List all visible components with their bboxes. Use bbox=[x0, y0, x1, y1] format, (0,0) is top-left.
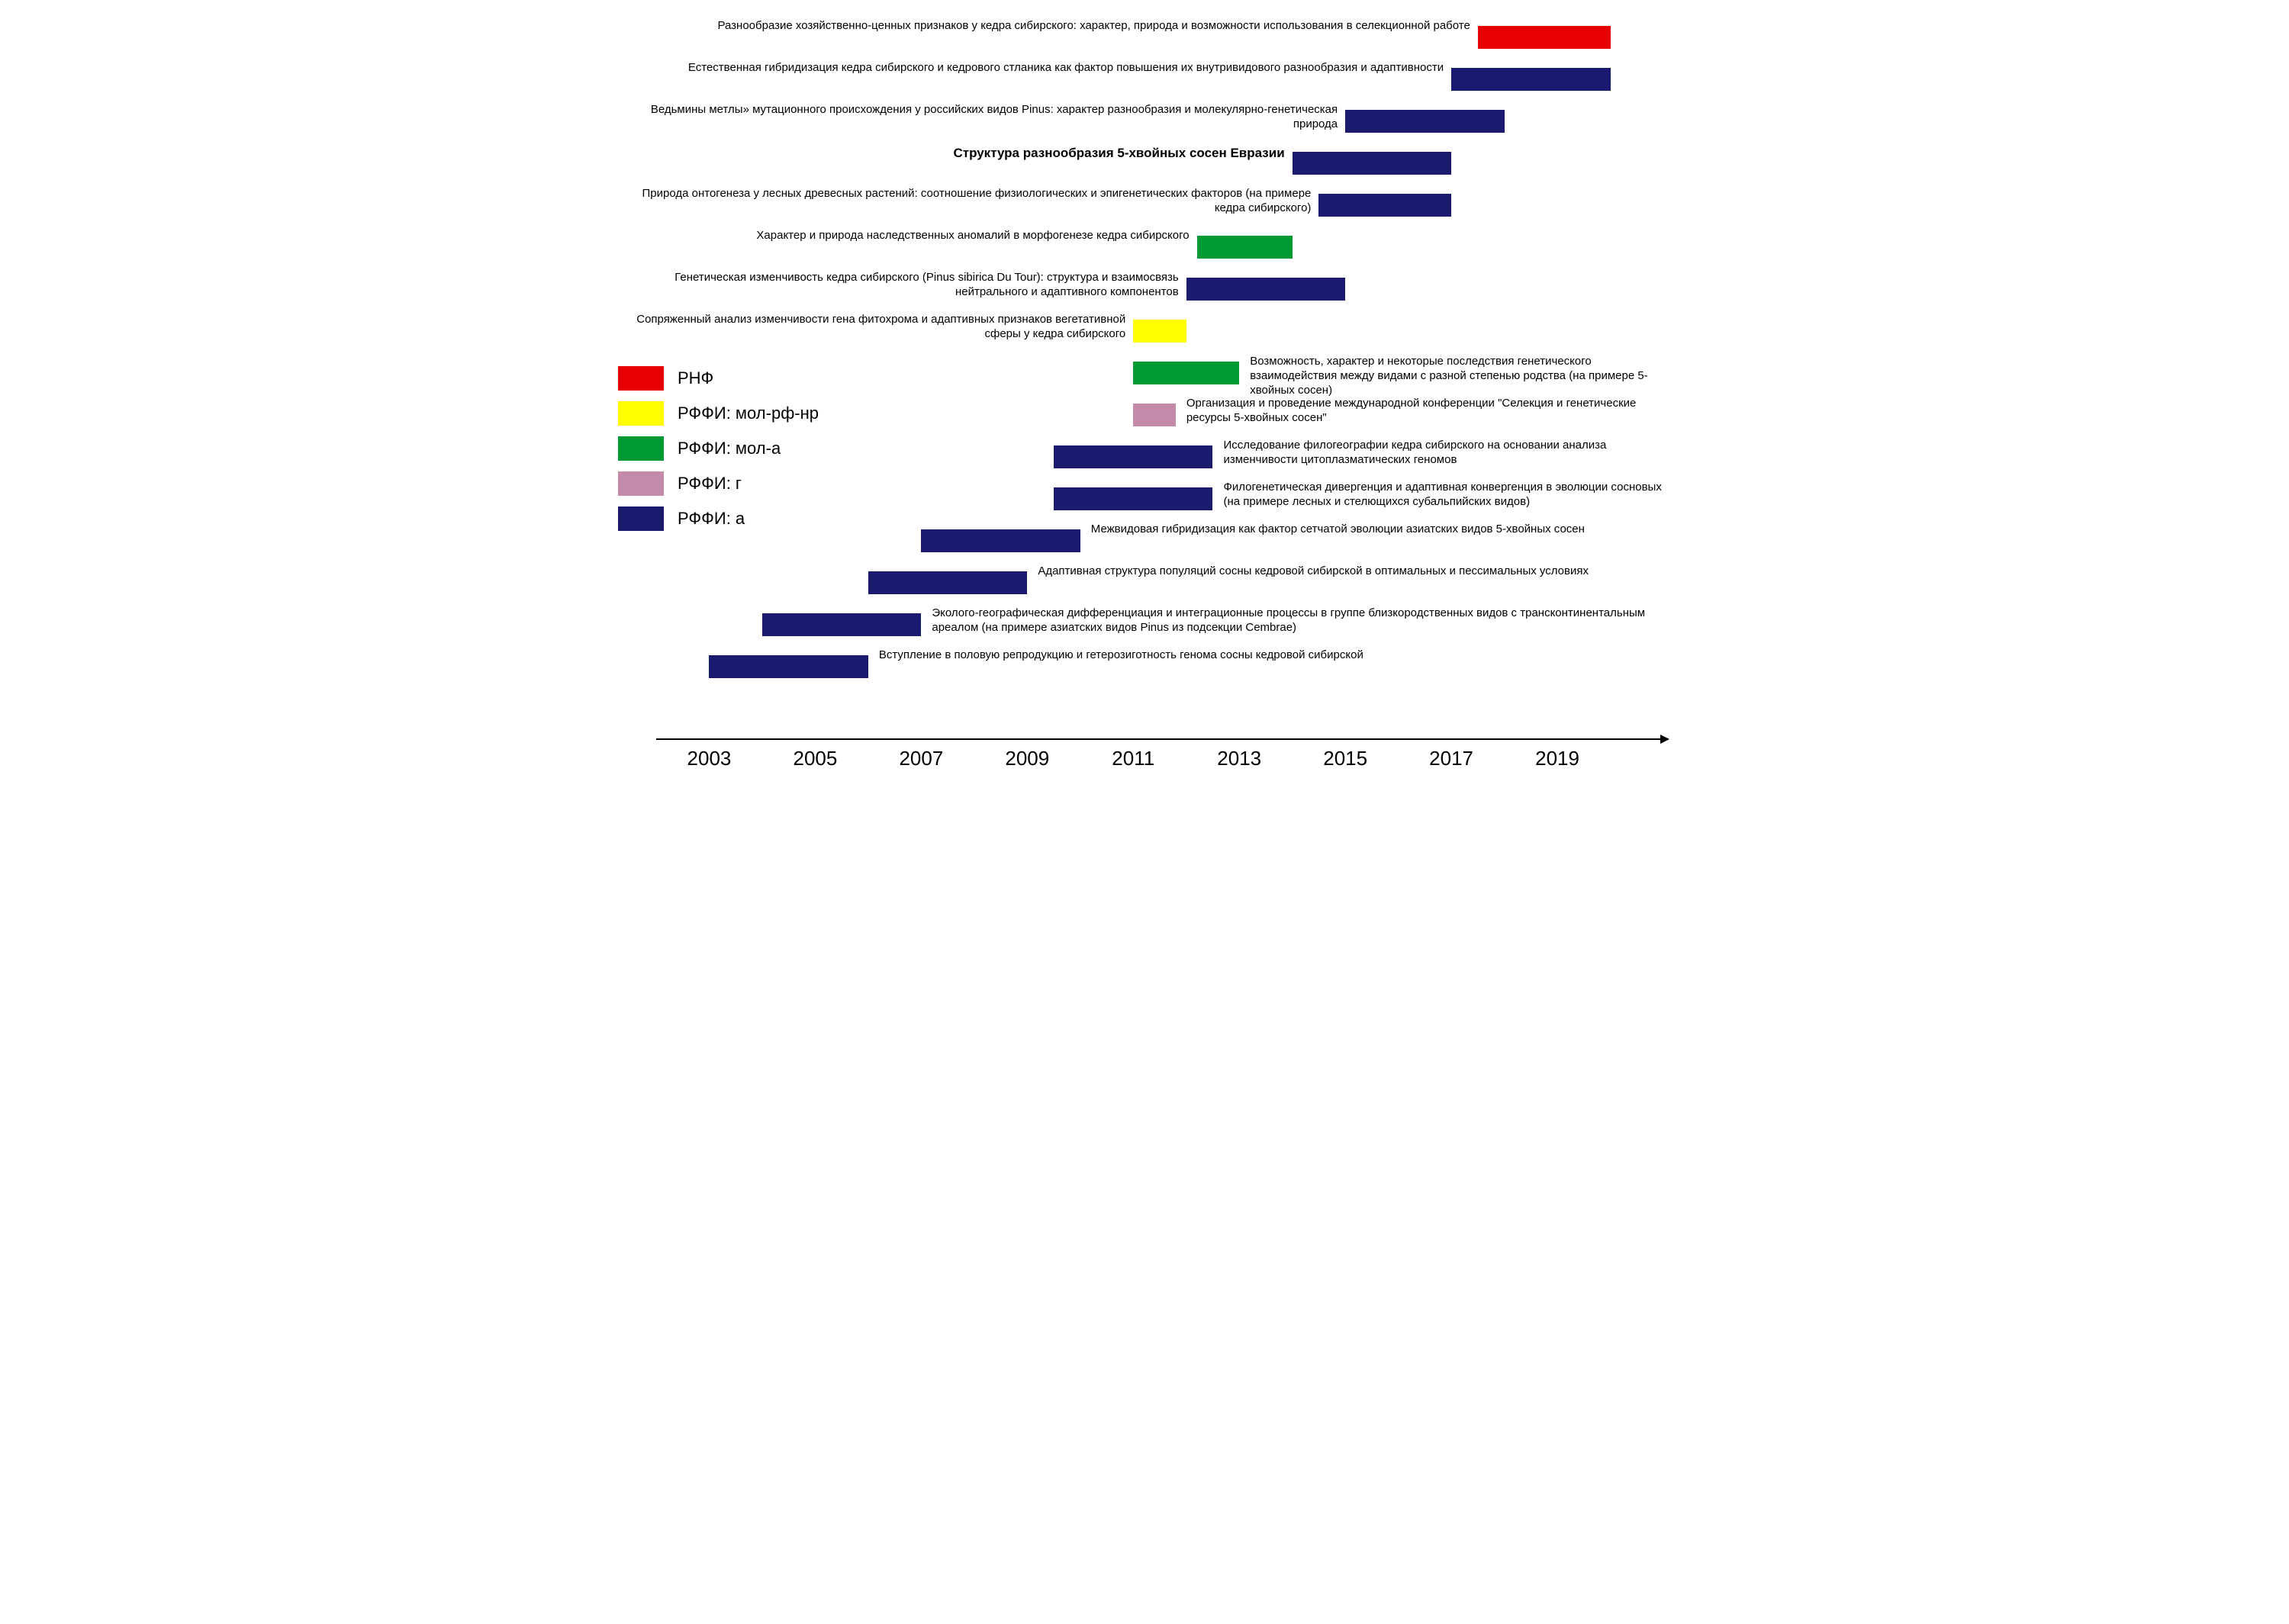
timeline-bar-label: Исследование филогеографии кедра сибирск… bbox=[1223, 439, 1679, 468]
timeline-bar-label: Вступление в половую репродукцию и гетер… bbox=[879, 648, 1679, 663]
timeline-bar bbox=[709, 655, 868, 678]
timeline-bar-label: Организация и проведение международной к… bbox=[1186, 397, 1679, 426]
timeline-row: Сопряженный анализ изменчивости гена фит… bbox=[610, 313, 1679, 349]
timeline-row: Характер и природа наследственных аномал… bbox=[610, 229, 1679, 265]
axis-tick-label: 2015 bbox=[1323, 747, 1367, 770]
timeline-bar-label: Эколого-географическая дифференциация и … bbox=[932, 606, 1679, 635]
timeline-bar bbox=[1133, 404, 1176, 426]
legend-label: РФФИ: мол-а bbox=[678, 439, 781, 458]
axis-tick-label: 2003 bbox=[687, 747, 732, 770]
legend-swatch bbox=[618, 436, 664, 461]
legend-label: РФФИ: г bbox=[678, 474, 742, 494]
axis-tick-label: 2019 bbox=[1535, 747, 1579, 770]
timeline-bar bbox=[1186, 278, 1345, 301]
timeline-bar bbox=[1054, 445, 1212, 468]
axis-tick-label: 2005 bbox=[793, 747, 837, 770]
x-axis-ticks: 2003 2005 2007 2009 2011 2013 2015 2017 2019 bbox=[610, 740, 1679, 770]
timeline-bar-label: Естественная гибридизация кедра сибирско… bbox=[610, 61, 1444, 76]
timeline-bar bbox=[1293, 152, 1451, 175]
axis-tick-label: 2013 bbox=[1217, 747, 1261, 770]
timeline-bar-label: Природа онтогенеза у лесных древесных ра… bbox=[610, 187, 1311, 216]
legend-item: РНФ bbox=[618, 366, 832, 391]
legend-item: РФФИ: г bbox=[618, 471, 832, 496]
timeline-row: Ведьмины метлы» мутационного происхожден… bbox=[610, 103, 1679, 140]
timeline-bar bbox=[1318, 194, 1451, 217]
timeline-bar bbox=[1345, 110, 1504, 133]
legend-swatch bbox=[618, 366, 664, 391]
axis-tick-label: 2009 bbox=[1005, 747, 1049, 770]
timeline-bar bbox=[1133, 362, 1239, 384]
axis-tick-label: 2007 bbox=[899, 747, 943, 770]
timeline-row: Адаптивная структура популяций сосны кед… bbox=[610, 564, 1679, 601]
timeline-row: Эколого-географическая дифференциация и … bbox=[610, 606, 1679, 643]
legend-item: РФФИ: а bbox=[618, 506, 832, 531]
legend-item: РФФИ: мол-а bbox=[618, 436, 832, 461]
timeline-row: Естественная гибридизация кедра сибирско… bbox=[610, 61, 1679, 98]
timeline-chart: Разнообразие хозяйственно-ценных признак… bbox=[610, 15, 1679, 770]
legend-swatch bbox=[618, 401, 664, 426]
timeline-row: Генетическая изменчивость кедра сибирско… bbox=[610, 271, 1679, 307]
legend-swatch bbox=[618, 506, 664, 531]
timeline-bar-label: Генетическая изменчивость кедра сибирско… bbox=[610, 271, 1179, 300]
timeline-bar-label: Структура разнообразия 5-хвойных сосен Е… bbox=[610, 145, 1285, 161]
timeline-bar-label: Филогенетическая дивергенция и адаптивна… bbox=[1223, 481, 1679, 510]
legend-label: РНФ bbox=[678, 368, 713, 388]
axis-tick-label: 2011 bbox=[1112, 747, 1154, 770]
legend-label: РФФИ: а bbox=[678, 509, 745, 529]
timeline-bar-label: Адаптивная структура популяций сосны кед… bbox=[1038, 564, 1679, 579]
timeline-bar-label: Возможность, характер и некоторые послед… bbox=[1250, 355, 1679, 397]
timeline-row: Разнообразие хозяйственно-ценных признак… bbox=[610, 19, 1679, 56]
timeline-row: Структура разнообразия 5-хвойных сосен Е… bbox=[610, 145, 1679, 182]
timeline-bar-label: Межвидовая гибридизация как фактор сетча… bbox=[1091, 523, 1679, 537]
legend-item: РФФИ: мол-рф-нр bbox=[618, 401, 832, 426]
timeline-row: Природа онтогенеза у лесных древесных ра… bbox=[610, 187, 1679, 224]
timeline-bar-label: Характер и природа наследственных аномал… bbox=[610, 229, 1190, 243]
timeline-bar bbox=[1451, 68, 1610, 91]
timeline-bar bbox=[1478, 26, 1611, 49]
timeline-bar-label: Разнообразие хозяйственно-ценных признак… bbox=[610, 19, 1470, 34]
timeline-bar-label: Ведьмины метлы» мутационного происхожден… bbox=[610, 103, 1338, 132]
timeline-bar bbox=[1197, 236, 1293, 259]
timeline-bar bbox=[1133, 320, 1186, 342]
timeline-bar bbox=[1054, 487, 1212, 510]
axis-tick-label: 2017 bbox=[1429, 747, 1473, 770]
legend-swatch bbox=[618, 471, 664, 496]
timeline-bar bbox=[762, 613, 921, 636]
timeline-bar bbox=[921, 529, 1080, 552]
timeline-bar bbox=[868, 571, 1027, 594]
timeline-bar-label: Сопряженный анализ изменчивости гена фит… bbox=[610, 313, 1125, 342]
timeline-row: Вступление в половую репродукцию и гетер… bbox=[610, 648, 1679, 685]
legend-label: РФФИ: мол-рф-нр bbox=[678, 404, 819, 423]
legend: РНФ РФФИ: мол-рф-нр РФФИ: мол-а РФФИ: г РФФИ… bbox=[618, 366, 832, 542]
